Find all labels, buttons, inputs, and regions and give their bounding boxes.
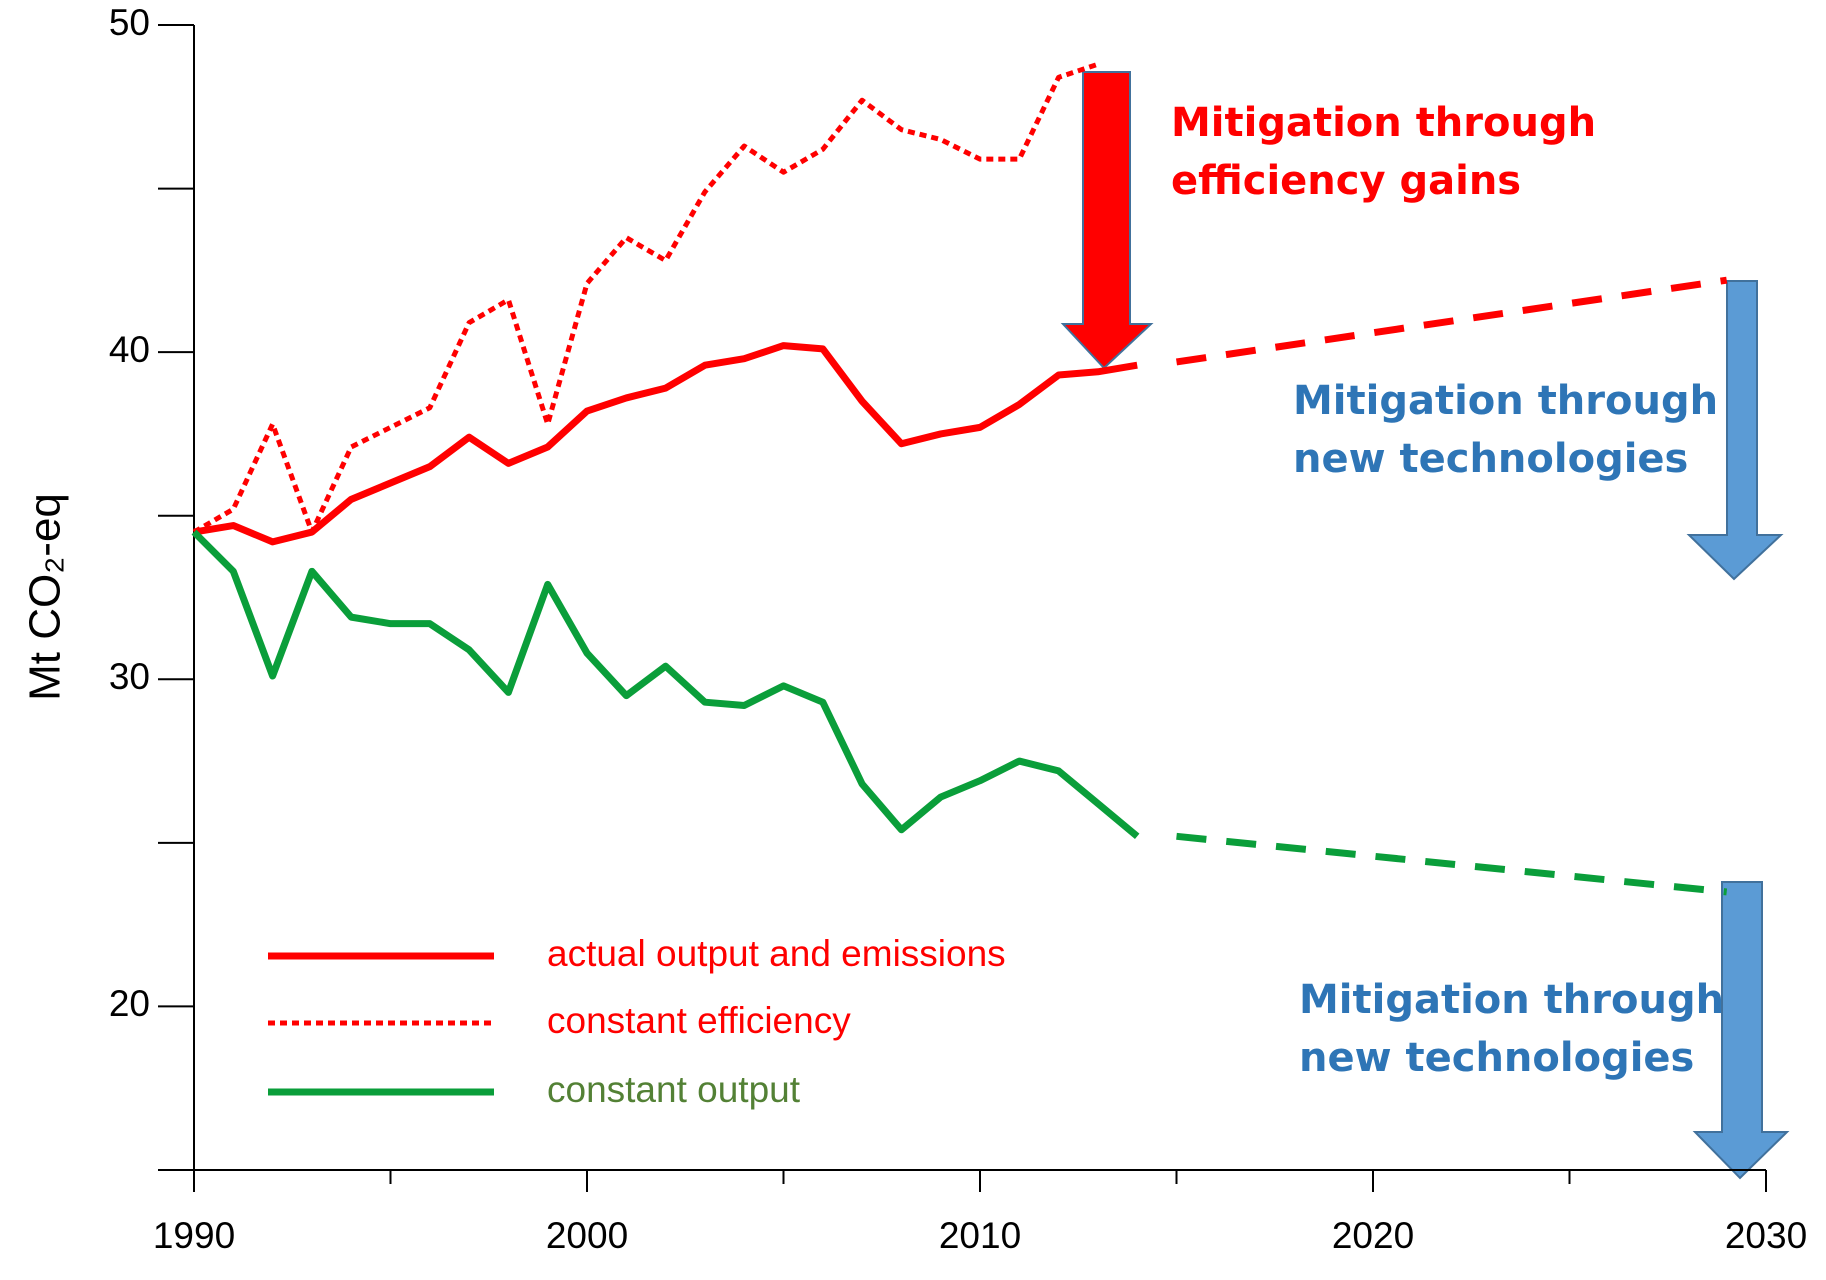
series-line: [191, 529, 1140, 840]
y-tick-label: 30: [109, 656, 150, 697]
y-axis-label: Mt CO₂-eq: [21, 493, 70, 701]
annotation: new technologies: [1299, 1035, 1694, 1081]
x-tick-label: 2010: [939, 1215, 1021, 1256]
technology-arrow: [1692, 881, 1790, 1180]
y-tick-label: 20: [109, 983, 150, 1024]
series-line: [193, 342, 1138, 546]
annotation: new technologies: [1293, 436, 1688, 482]
x-tick-label: 1990: [153, 1215, 235, 1256]
projection-line: [1176, 832, 1728, 896]
annotation: Mitigation through: [1299, 977, 1724, 1023]
legend-label: actual output and emissions: [547, 933, 1006, 974]
projection-line: [1175, 276, 1728, 366]
y-tick-label: 40: [109, 329, 150, 370]
x-tick-label: 2020: [1332, 1215, 1414, 1256]
series-line: [192, 61, 1099, 535]
y-tick-label: 50: [109, 2, 150, 43]
annotation: efficiency gains: [1171, 158, 1521, 204]
x-tick-label: 2030: [1725, 1215, 1807, 1256]
technology-arrow: [1686, 280, 1784, 581]
x-tick-label: 2000: [546, 1215, 628, 1256]
annotation: Mitigation through: [1293, 378, 1718, 424]
legend-label: constant output: [547, 1069, 801, 1110]
annotation: Mitigation through: [1171, 100, 1596, 146]
efficiency-arrow: [1060, 71, 1154, 370]
legend-label: constant efficiency: [547, 1000, 851, 1041]
